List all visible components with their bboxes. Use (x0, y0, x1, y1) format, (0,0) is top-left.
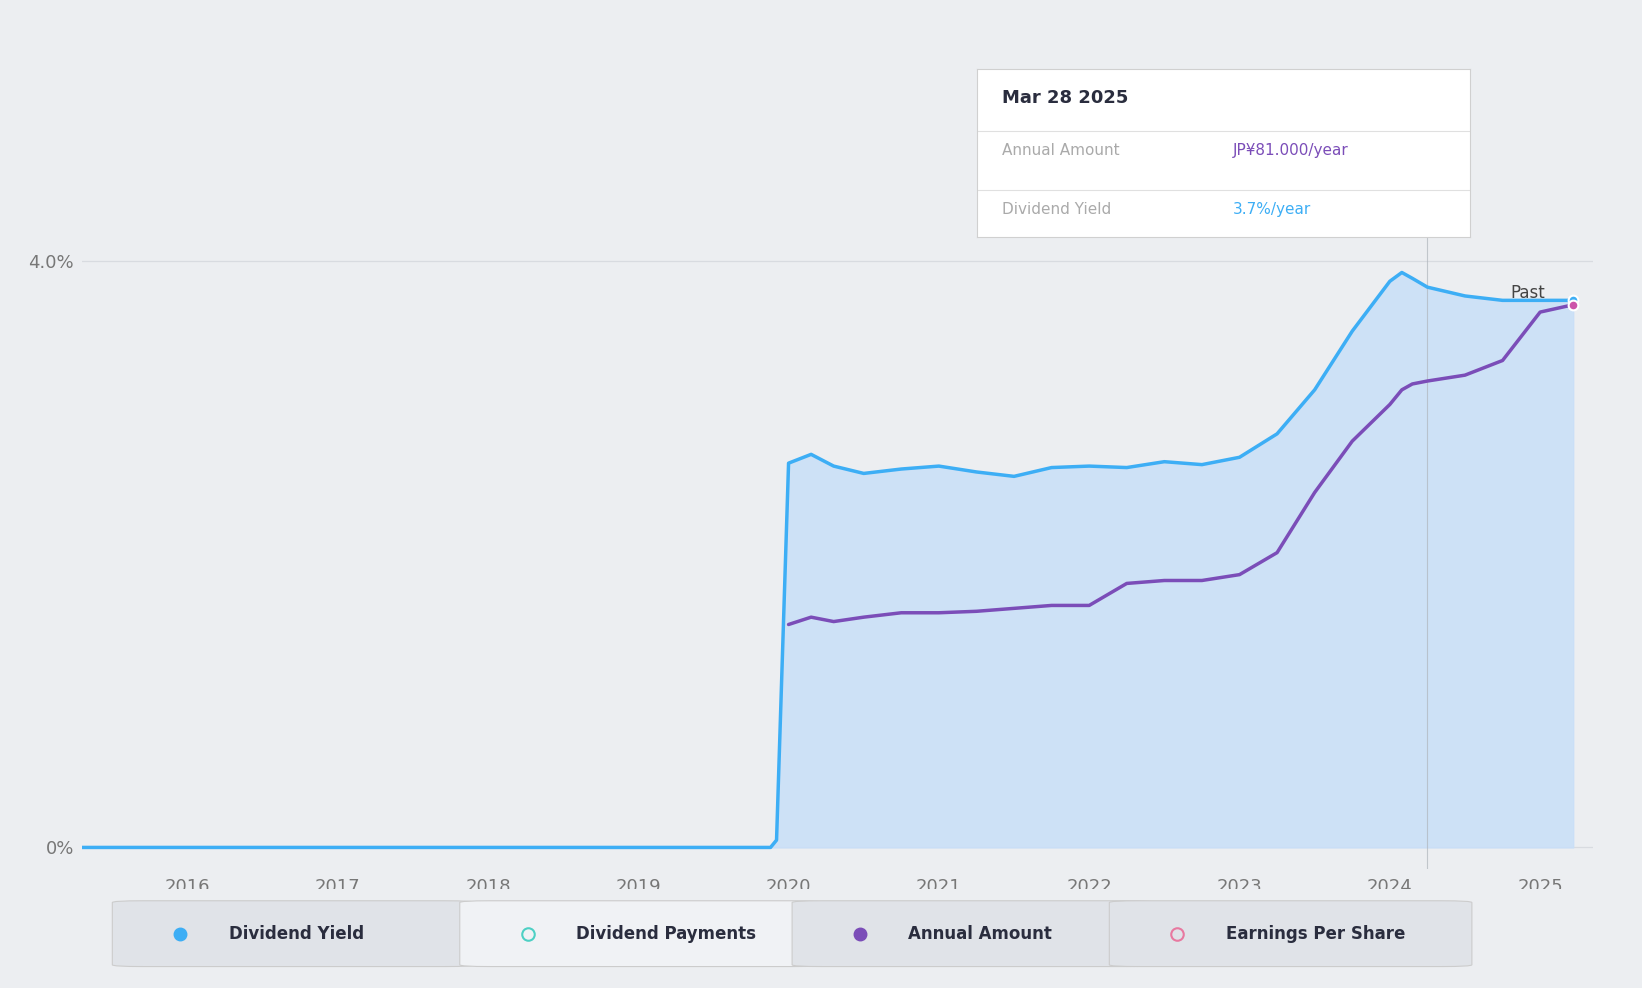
Text: Dividend Yield: Dividend Yield (228, 925, 365, 943)
Text: Mar 28 2025: Mar 28 2025 (1002, 89, 1128, 108)
FancyBboxPatch shape (460, 901, 823, 966)
Text: Dividend Yield: Dividend Yield (1002, 202, 1112, 216)
Text: Dividend Payments: Dividend Payments (576, 925, 755, 943)
Text: Annual Amount: Annual Amount (1002, 143, 1120, 158)
Text: 3.7%/year: 3.7%/year (1233, 202, 1312, 216)
FancyBboxPatch shape (112, 901, 475, 966)
Text: JP¥81.000/year: JP¥81.000/year (1233, 143, 1348, 158)
Text: Earnings Per Share: Earnings Per Share (1225, 925, 1406, 943)
FancyBboxPatch shape (791, 901, 1154, 966)
Text: Annual Amount: Annual Amount (908, 925, 1053, 943)
Text: Past: Past (1511, 284, 1545, 302)
FancyBboxPatch shape (1110, 901, 1471, 966)
